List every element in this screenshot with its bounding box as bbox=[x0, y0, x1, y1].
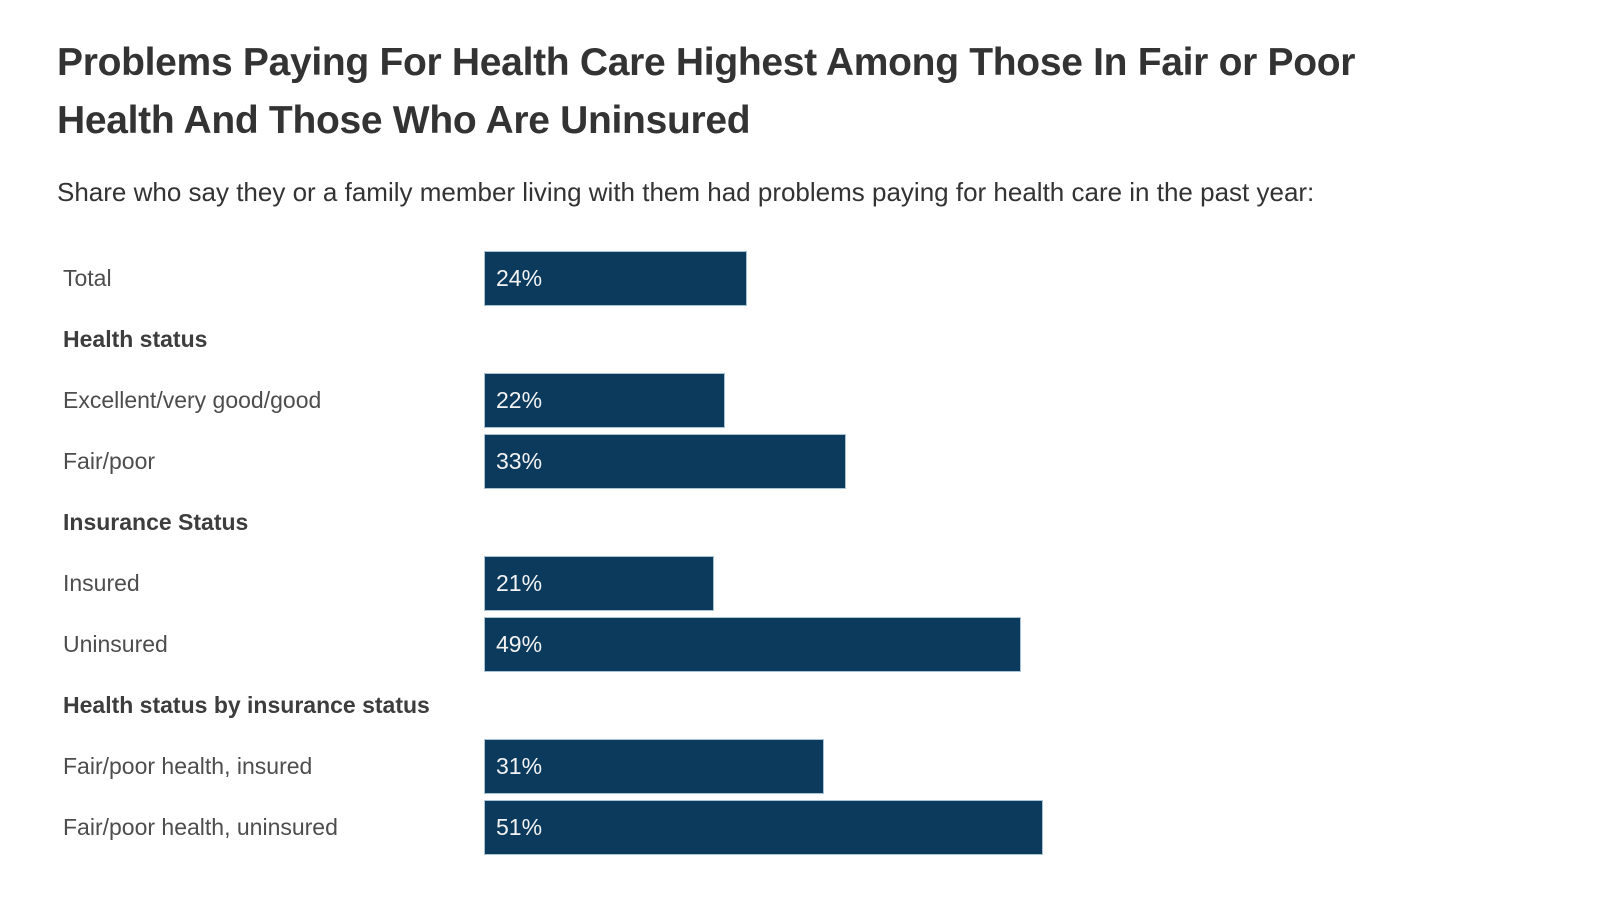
bar-value-label: 21% bbox=[496, 570, 543, 596]
group-header-label: Health status bbox=[63, 326, 208, 352]
chart-row: Insured 21% bbox=[63, 553, 1580, 614]
bar-value-label: 22% bbox=[496, 387, 543, 413]
bar-track: 49% bbox=[484, 617, 1580, 672]
bar: 21% bbox=[484, 556, 715, 611]
category-label: Insured bbox=[63, 570, 140, 596]
group-header-label: Insurance Status bbox=[63, 509, 249, 535]
bar-value-label: 33% bbox=[496, 448, 543, 474]
bar-track: 33% bbox=[484, 434, 1580, 489]
bar: 22% bbox=[484, 373, 726, 428]
chart-row: Total 24% bbox=[63, 248, 1580, 309]
category-label: Fair/poor health, uninsured bbox=[63, 814, 338, 840]
category-label: Fair/poor bbox=[63, 448, 156, 474]
bar: 31% bbox=[484, 739, 824, 794]
bar: 51% bbox=[484, 800, 1043, 855]
chart-subtitle: Share who say they or a family member li… bbox=[57, 177, 1315, 207]
category-label: Excellent/very good/good bbox=[63, 387, 322, 413]
category-label: Fair/poor health, insured bbox=[63, 753, 313, 779]
bar-track: 22% bbox=[484, 373, 1580, 428]
chart-row: Fair/poor health, uninsured 51% bbox=[63, 797, 1580, 858]
chart-row: Uninsured 49% bbox=[63, 614, 1580, 675]
bar-value-label: 51% bbox=[496, 814, 543, 840]
chart-row: Fair/poor 33% bbox=[63, 431, 1580, 492]
bar: 24% bbox=[484, 251, 748, 306]
chart-group-header-row: Insurance Status bbox=[63, 492, 1580, 553]
bar-chart: Total 24% Health status Excellent/very good… bbox=[63, 248, 1580, 858]
bar-track: 24% bbox=[484, 251, 1580, 306]
bar-value-label: 49% bbox=[496, 631, 543, 657]
chart-row: Fair/poor health, insured 31% bbox=[63, 736, 1580, 797]
chart-title: Problems Paying For Health Care Highest … bbox=[57, 41, 1356, 142]
bar: 33% bbox=[484, 434, 846, 489]
chart-row: Excellent/very good/good 22% bbox=[63, 370, 1580, 431]
category-label: Total bbox=[63, 265, 112, 291]
chart-group-header-row: Health status bbox=[63, 309, 1580, 370]
bar-track: 31% bbox=[484, 739, 1580, 794]
bar-track: 21% bbox=[484, 556, 1580, 611]
chart-group-header-row: Health status by insurance status bbox=[63, 675, 1580, 736]
bar-track: 51% bbox=[484, 800, 1580, 855]
bar: 49% bbox=[484, 617, 1022, 672]
bar-value-label: 24% bbox=[496, 265, 543, 291]
bar-value-label: 31% bbox=[496, 753, 543, 779]
group-header-label: Health status by insurance status bbox=[63, 692, 430, 718]
category-label: Uninsured bbox=[63, 631, 168, 657]
